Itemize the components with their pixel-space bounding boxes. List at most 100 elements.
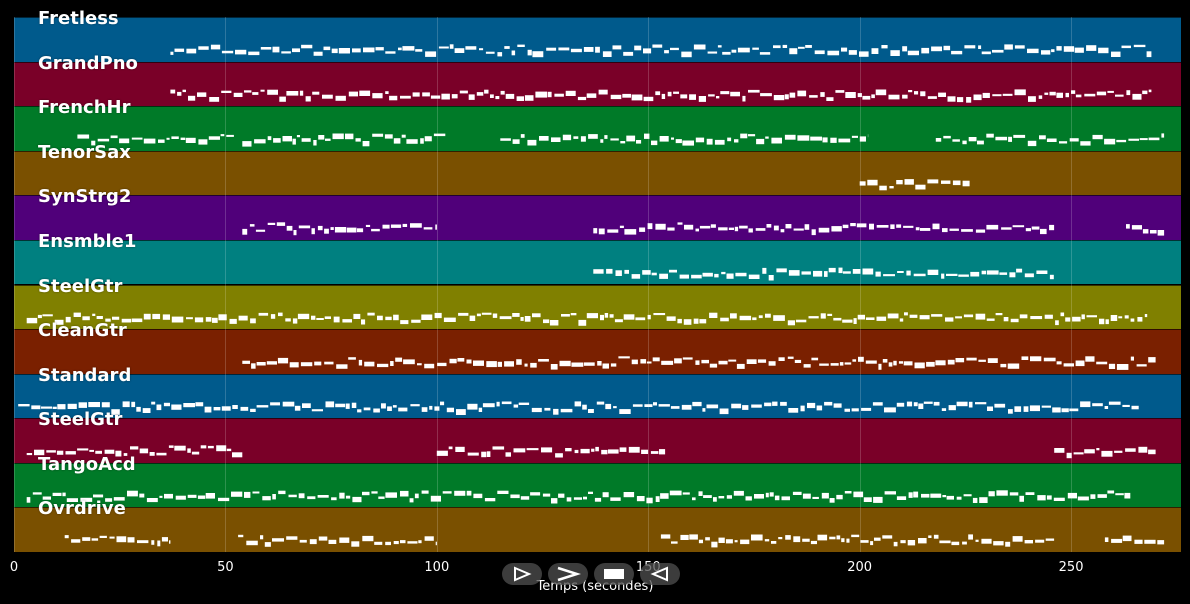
note-mark (943, 136, 951, 139)
track-row: SteelGtr (14, 409, 1181, 463)
note-mark (789, 48, 798, 55)
note-mark (131, 318, 143, 322)
track-name: FrenchHr (38, 97, 131, 119)
note-mark (250, 317, 256, 323)
note-mark (682, 357, 693, 360)
note-mark (890, 224, 895, 230)
note-mark (1137, 316, 1143, 322)
note-mark (706, 404, 719, 408)
note-mark (856, 223, 867, 228)
note-mark (197, 495, 206, 499)
note-mark (782, 44, 788, 48)
note-mark (788, 407, 799, 413)
note-mark (535, 91, 548, 98)
note-mark (804, 224, 810, 231)
note-mark (833, 403, 842, 408)
stop-button[interactable] (594, 563, 634, 585)
note-mark (670, 47, 679, 51)
note-mark (946, 495, 954, 500)
note-mark (1118, 315, 1123, 318)
note-mark (390, 361, 394, 367)
note-mark (1148, 89, 1152, 92)
note-mark (436, 450, 448, 457)
note-mark (512, 139, 520, 145)
note-mark (757, 359, 767, 363)
note-mark (392, 404, 397, 408)
note-mark (551, 137, 561, 143)
note-mark (442, 491, 452, 494)
note-mark (907, 50, 919, 56)
note-mark (752, 47, 759, 50)
track-row: Ovrdrive (14, 498, 1181, 552)
note-mark (902, 94, 908, 99)
note-mark (941, 180, 951, 184)
note-mark (252, 491, 260, 494)
note-mark (262, 495, 271, 501)
note-mark (857, 92, 862, 97)
note-mark (873, 496, 883, 503)
note-mark (682, 492, 690, 495)
note-mark (957, 96, 964, 102)
note-mark (1041, 50, 1051, 55)
note-mark (541, 447, 553, 453)
note-mark (876, 225, 889, 229)
play-forward-button[interactable] (502, 563, 542, 585)
note-mark (781, 496, 790, 501)
note-mark (171, 404, 182, 410)
note-mark (159, 495, 163, 498)
note-mark (602, 363, 609, 369)
note-mark (1025, 228, 1031, 232)
note-mark (618, 356, 630, 359)
note-mark (824, 271, 828, 277)
note-mark (1010, 318, 1019, 322)
note-mark (846, 539, 850, 544)
note-segment (593, 222, 1055, 236)
note-mark (852, 359, 857, 362)
note-mark (282, 136, 292, 142)
note-mark (820, 312, 826, 319)
note-mark (978, 45, 982, 49)
note-mark (1036, 270, 1048, 274)
note-mark (1059, 141, 1068, 144)
track-row: Fretless (14, 8, 1181, 62)
note-mark (711, 542, 718, 548)
track-notes (18, 401, 1139, 415)
note-mark (276, 222, 286, 227)
note-mark (1077, 496, 1089, 501)
note-mark (734, 139, 739, 143)
note-mark (62, 492, 66, 497)
note-mark (531, 407, 542, 412)
note-mark (643, 96, 654, 101)
note-segment (26, 490, 1131, 504)
note-mark (718, 495, 725, 499)
note-mark (371, 229, 380, 232)
note-mark (674, 358, 682, 364)
note-mark (242, 360, 250, 364)
note-mark (1030, 315, 1043, 319)
note-mark (497, 361, 502, 367)
note-mark (473, 360, 484, 366)
note-mark (375, 47, 384, 51)
note-mark (1063, 46, 1075, 52)
note-mark (41, 406, 52, 409)
note-mark (1014, 45, 1025, 49)
note-mark (682, 140, 694, 146)
rewind-button[interactable] (640, 563, 680, 585)
note-mark (604, 312, 609, 318)
note-mark (149, 452, 155, 457)
note-mark (653, 401, 657, 406)
note-mark (816, 405, 823, 411)
note-mark (1029, 405, 1040, 411)
note-mark (479, 48, 484, 51)
note-mark (91, 140, 96, 146)
note-mark (896, 224, 902, 229)
note-mark (18, 403, 30, 407)
note-mark (769, 492, 774, 497)
note-mark (352, 496, 362, 503)
note-mark (860, 540, 869, 544)
fast-forward-button[interactable] (548, 563, 588, 585)
note-mark (977, 140, 984, 145)
note-mark (1024, 273, 1034, 278)
note-mark (653, 312, 666, 315)
note-mark (861, 407, 872, 411)
